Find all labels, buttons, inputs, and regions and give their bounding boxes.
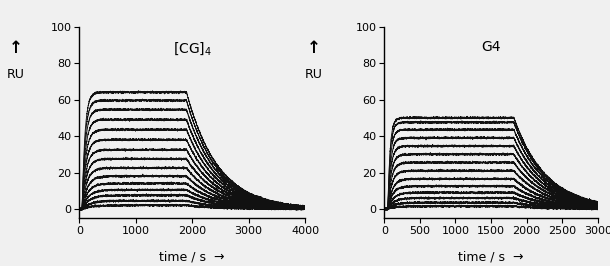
Text: [CG]$_4$: [CG]$_4$: [173, 40, 212, 57]
Text: time / s  →: time / s →: [159, 250, 225, 263]
Text: ↑: ↑: [307, 39, 321, 57]
Text: RU: RU: [6, 68, 24, 81]
Text: RU: RU: [305, 68, 323, 81]
Text: time / s  →: time / s →: [458, 250, 524, 263]
Text: G4: G4: [481, 40, 501, 54]
Text: ↑: ↑: [9, 39, 22, 57]
